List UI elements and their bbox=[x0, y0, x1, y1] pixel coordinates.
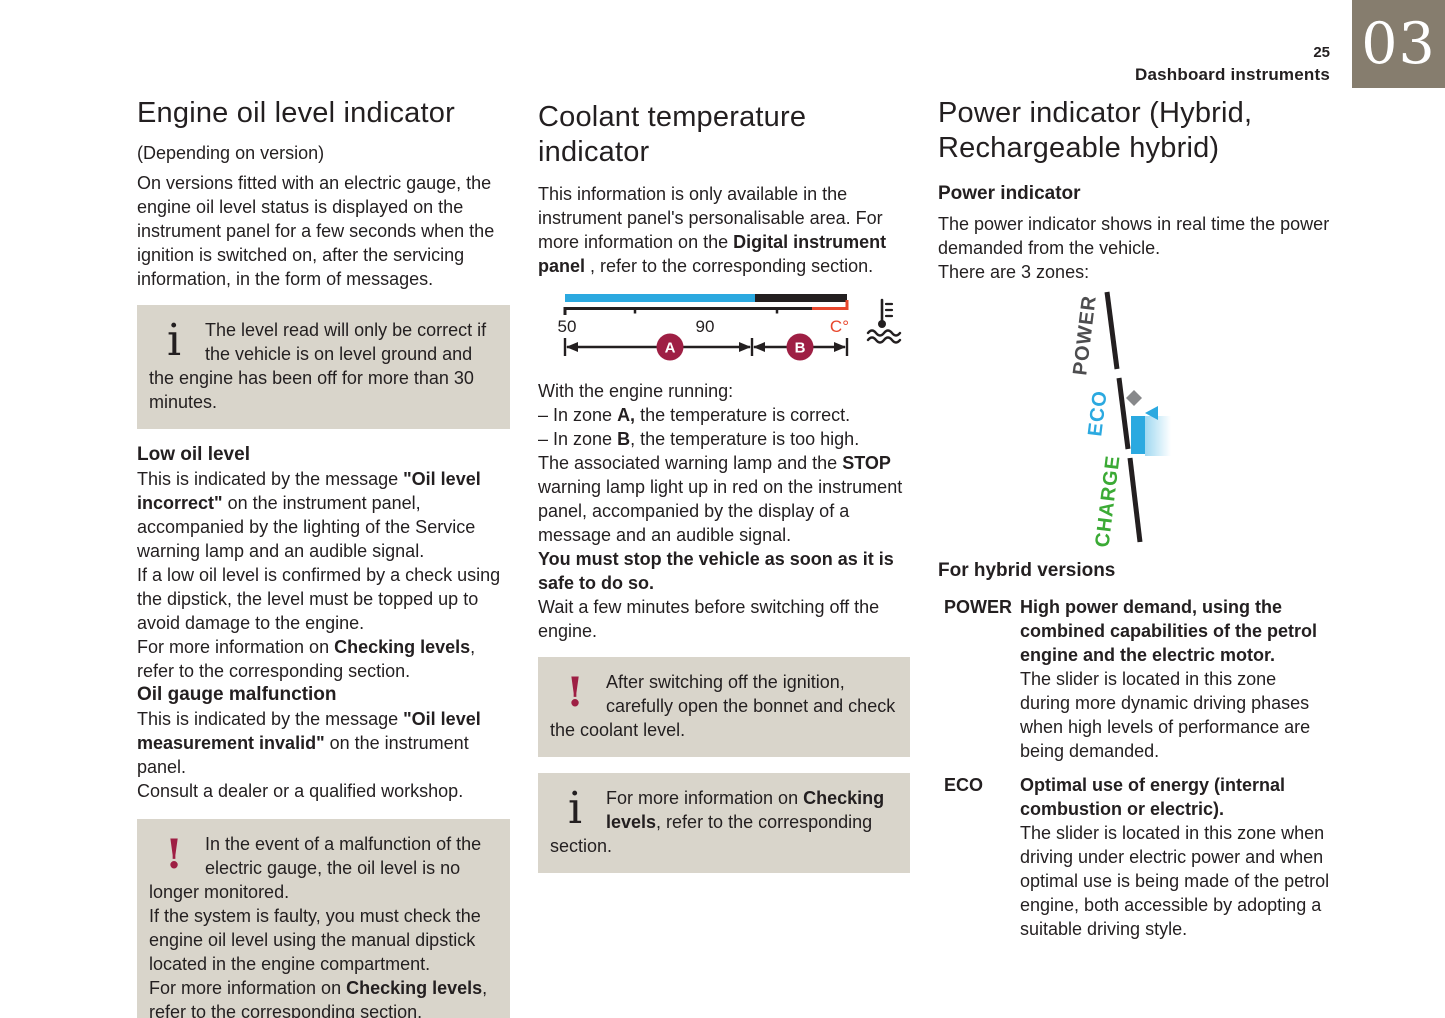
gauge-bar-black bbox=[755, 293, 847, 302]
gauge-axis-red bbox=[812, 299, 849, 310]
eco-zone-label: ECO bbox=[1084, 389, 1111, 438]
paragraph: Wait a few minutes before switching off … bbox=[538, 596, 880, 641]
gauge-label-50: 50 bbox=[558, 317, 577, 336]
zone-b-label: B bbox=[795, 339, 806, 356]
gauge-axis-ticks bbox=[633, 308, 779, 314]
chapter-badge: 03 bbox=[1352, 0, 1445, 88]
paragraph: This information is only available in th… bbox=[538, 183, 887, 276]
coolant-gauge-figure: 50 90 C° bbox=[538, 292, 910, 367]
power-zone-segment bbox=[1104, 291, 1120, 369]
eco-zone-segment bbox=[1116, 377, 1131, 449]
zone-b-marker bbox=[786, 333, 814, 361]
subheading-hybrid-versions: For hybrid versions bbox=[938, 559, 1116, 581]
page-number: 25 bbox=[1313, 44, 1330, 61]
coolant-temperature-icon bbox=[866, 298, 902, 344]
warning-box-text: If the system is faulty, you must check … bbox=[149, 905, 481, 974]
chapter-number: 03 bbox=[1361, 11, 1436, 77]
paragraph: This is indicated by the message "Oil le… bbox=[137, 708, 481, 777]
zone-definition-eco: ECO Optimal use of energy (internal comb… bbox=[938, 773, 1331, 941]
power-indicator-figure: POWER ECO CHARGE bbox=[938, 284, 1331, 559]
gauge-axis bbox=[563, 306, 812, 315]
paragraph: On versions fitted with an electric gaug… bbox=[137, 172, 495, 289]
gauge-label-unit: C° bbox=[830, 317, 849, 336]
paragraph: With the engine running: bbox=[538, 380, 734, 401]
charge-zone-label: CHARGE bbox=[1091, 454, 1124, 549]
column-coolant-temperature: Coolant temperature indicator This infor… bbox=[538, 100, 910, 873]
warning-box: ! In the event of a malfunction of the e… bbox=[137, 818, 510, 1018]
zone-description: High power demand, using the combined ca… bbox=[1020, 595, 1331, 763]
section-title: Dashboard instruments bbox=[1134, 65, 1330, 84]
subheading-oil-gauge-malfunction: Oil gauge malfunction bbox=[137, 683, 337, 705]
warning-box: ! After switching off the ignition, care… bbox=[538, 656, 910, 757]
zone-name: POWER bbox=[944, 596, 1013, 617]
heading-power-indicator: Power indicator (Hybrid, Rechargeable hy… bbox=[938, 97, 1253, 164]
heading-coolant-temperature: Coolant temperature indicator bbox=[538, 101, 807, 168]
paragraph: For more information on Checking levels,… bbox=[137, 636, 476, 681]
paragraph: You must stop the vehicle as soon as it … bbox=[538, 548, 894, 593]
zone-description-text: The slider is located in this zone when … bbox=[1020, 822, 1330, 939]
info-box: i The level read will only be correct if… bbox=[137, 304, 510, 429]
zone-a-label: A bbox=[665, 339, 676, 356]
info-box-text: The level read will only be correct if t… bbox=[149, 319, 487, 412]
power-indicator-diagram: POWER ECO CHARGE bbox=[1069, 291, 1171, 549]
paragraph: This is indicated by the message "Oil le… bbox=[137, 468, 481, 561]
subheading-low-oil: Low oil level bbox=[137, 443, 250, 465]
coolant-body: With the engine running: – In zone A, th… bbox=[538, 379, 910, 643]
charge-zone-segment bbox=[1127, 457, 1143, 542]
gauge-bar-blue bbox=[565, 293, 755, 302]
warning-box-text: In the event of a malfunction of the ele… bbox=[149, 833, 482, 902]
slider-arrow-icon bbox=[1145, 405, 1158, 420]
zone-description-bold: High power demand, using the combined ca… bbox=[1020, 596, 1318, 665]
warning-icon: ! bbox=[566, 668, 584, 716]
power-zone-label: POWER bbox=[1069, 294, 1101, 377]
paragraph: There are 3 zones: bbox=[938, 261, 1090, 282]
gauge-label-90: 90 bbox=[696, 317, 715, 336]
info-icon: i bbox=[567, 782, 583, 834]
coolant-gauge-diagram: 50 90 C° bbox=[558, 293, 902, 361]
paragraph: – In zone B, the temperature is too high… bbox=[538, 428, 860, 449]
zone-name: ECO bbox=[944, 774, 984, 795]
info-box-text: For more information on Checking levels,… bbox=[550, 787, 885, 856]
column-power-indicator: Power indicator (Hybrid, Rechargeable hy… bbox=[938, 96, 1331, 941]
subtitle-version: (Depending on version) bbox=[137, 142, 325, 163]
zone-arrowheads bbox=[566, 341, 846, 352]
paragraph: – In zone A, the temperature is correct. bbox=[538, 404, 851, 425]
zone-description: Optimal use of energy (internal combusti… bbox=[1020, 773, 1331, 941]
slider-bar bbox=[1131, 415, 1145, 454]
paragraph: The associated warning lamp and the STOP… bbox=[538, 452, 903, 545]
info-icon: i bbox=[166, 314, 182, 366]
column-engine-oil: Engine oil level indicator (Depending on… bbox=[137, 96, 510, 1018]
warning-box-text: After switching off the ignition, carefu… bbox=[550, 671, 896, 740]
zone-a-marker bbox=[656, 333, 684, 361]
paragraph: If a low oil level is confirmed by a che… bbox=[137, 564, 501, 633]
zone-definitions: POWER High power demand, using the combi… bbox=[938, 595, 1331, 941]
heading-engine-oil: Engine oil level indicator bbox=[137, 97, 455, 129]
paragraph: Consult a dealer or a qualified workshop… bbox=[137, 780, 464, 801]
zone-definition-power: POWER High power demand, using the combi… bbox=[938, 595, 1331, 763]
zone-description-text: The slider is located in this zone durin… bbox=[1020, 668, 1311, 761]
slider-diamond-icon bbox=[1126, 389, 1142, 406]
page-header: 25 Dashboard instruments bbox=[1135, 44, 1330, 85]
zone-description-bold: Optimal use of energy (internal combusti… bbox=[1020, 774, 1286, 819]
warning-icon: ! bbox=[165, 830, 183, 878]
subheading-power-indicator: Power indicator bbox=[938, 182, 1081, 204]
slider-glow bbox=[1145, 415, 1171, 456]
paragraph: The power indicator shows in real time t… bbox=[938, 213, 1330, 258]
info-box: i For more information on Checking level… bbox=[538, 772, 910, 873]
warning-box-text: For more information on Checking levels,… bbox=[149, 977, 488, 1018]
